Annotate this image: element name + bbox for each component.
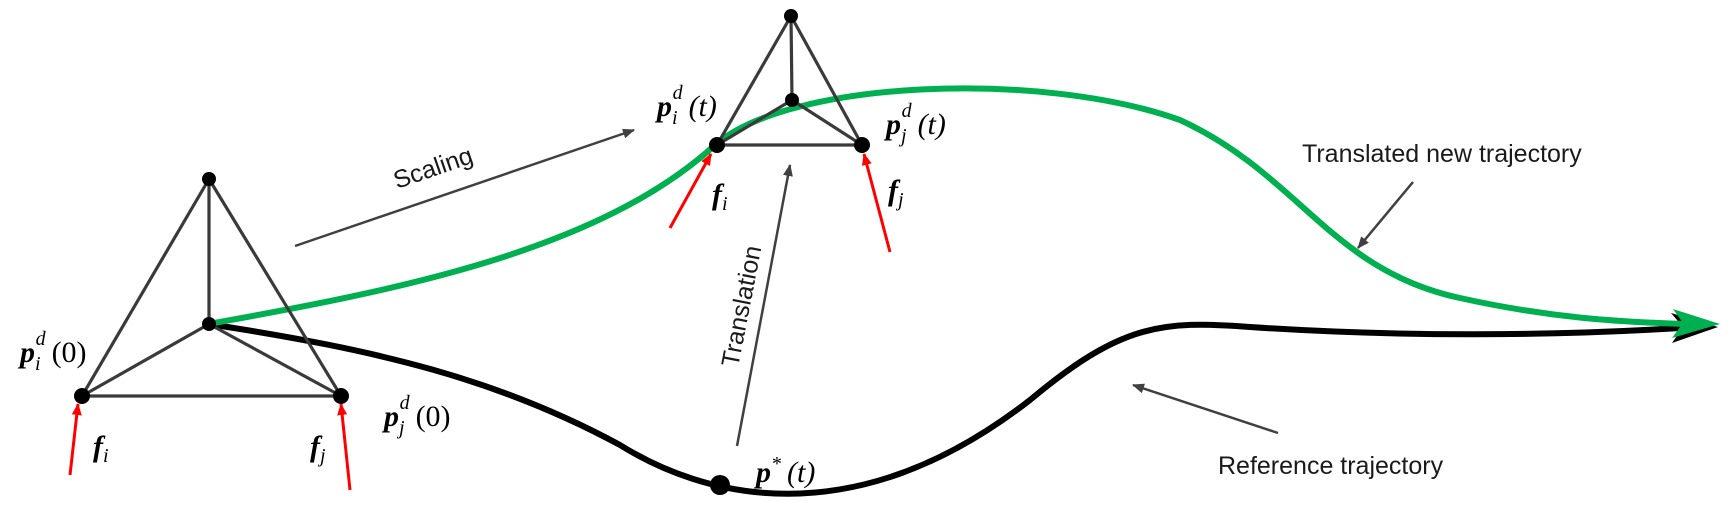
reference-trajectory (207, 321, 1681, 497)
node-i (709, 137, 725, 153)
reference-point (710, 475, 730, 495)
translated-trajectory-label: Translated new trajectory (1302, 140, 1582, 168)
label-f-j-left: fj (310, 430, 326, 467)
reference-trajectory-label: Reference trajectory (1218, 452, 1444, 480)
node-j (333, 388, 349, 404)
node-center (202, 317, 216, 331)
force-arrow-fi-left (68, 403, 82, 476)
node-top (202, 172, 216, 186)
node-center (785, 93, 799, 107)
translated-trajectory-pointer (1357, 181, 1414, 249)
translation-arrow (735, 164, 793, 447)
force-arrow-fi-right (668, 153, 713, 229)
translated-formation (709, 9, 870, 153)
initial-formation (74, 172, 349, 404)
scaling-arrow (294, 128, 635, 248)
force-arrow-fj-right (861, 153, 892, 253)
node-top (784, 9, 798, 23)
label-p-j-t: pjd (t) (883, 100, 946, 147)
label-p-i-0: pid (0) (17, 328, 87, 375)
label-p-i-t: pid (t) (654, 82, 717, 129)
translation-label: Translation (716, 243, 767, 369)
label-f-i-right: fi (712, 178, 728, 215)
scaling-label: Scaling (390, 142, 477, 195)
force-arrow-fj-left (337, 403, 352, 491)
label-f-j-right: fj (888, 174, 904, 211)
translated-trajectory-arrowhead (1672, 309, 1720, 338)
node-j (854, 137, 870, 153)
reference-trajectory-pointer (1132, 383, 1279, 435)
translated-trajectory (207, 85, 1686, 327)
node-i (74, 388, 90, 404)
label-p-star: p* (t) (753, 453, 815, 489)
label-f-i-left: fi (93, 430, 109, 467)
label-p-j-0: pjd (0) (381, 392, 451, 439)
